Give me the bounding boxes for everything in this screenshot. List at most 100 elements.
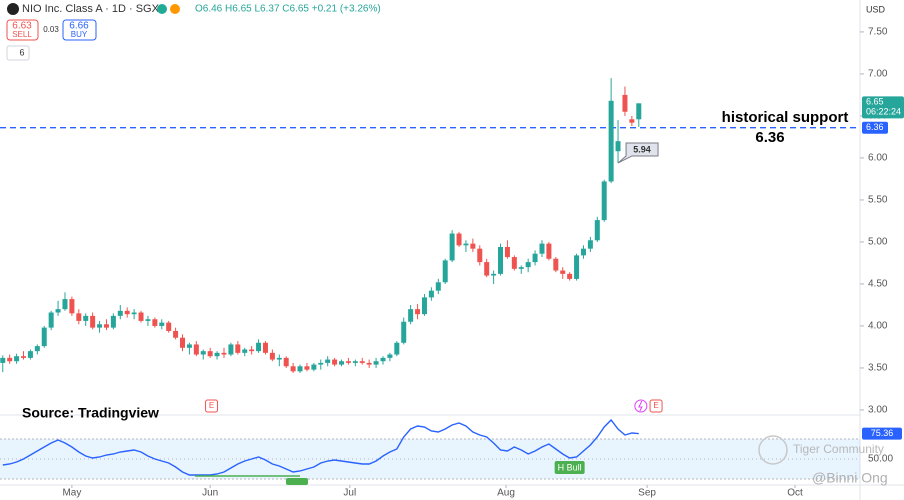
candle-body — [269, 352, 275, 360]
candle-body — [180, 337, 186, 348]
candle-body — [249, 349, 255, 352]
watermark: Tiger Community — [793, 442, 884, 456]
candle-body — [152, 319, 158, 326]
candle-body — [7, 357, 13, 362]
signal-badge-hidden — [286, 478, 308, 485]
candle-body — [456, 233, 462, 246]
candle-body — [21, 356, 27, 358]
candle-body — [532, 253, 538, 263]
indicator-last-label: 75.36 — [871, 428, 894, 438]
indicator-tick-label: 50.00 — [868, 454, 893, 465]
indicator-last-tag — [862, 427, 902, 440]
ohlc-text: O6.46 H6.65 L6.37 C6.65 +0.21 (+3.26%) — [195, 4, 381, 15]
candle-body — [325, 359, 331, 363]
candle-body — [574, 255, 580, 279]
candle-body — [332, 359, 338, 365]
candle-body — [421, 297, 427, 315]
candle-body — [580, 248, 586, 256]
low-callout — [617, 142, 659, 164]
candle-body — [283, 357, 289, 367]
candle-body — [103, 324, 109, 328]
last-price-tag — [862, 96, 904, 119]
candle-body — [14, 356, 20, 362]
candle-body — [214, 352, 220, 357]
spread: 0.03 — [43, 25, 59, 34]
watermark-logo — [758, 435, 788, 465]
candle-body — [491, 273, 497, 276]
buy-price[interactable]: 6.66 — [69, 21, 89, 32]
candle-body — [636, 103, 642, 120]
candle-body — [97, 324, 103, 328]
candle-body — [352, 361, 358, 363]
candle-body — [242, 349, 248, 353]
candle-body — [435, 282, 441, 291]
candle-body — [76, 313, 82, 321]
y-tick-label: 6.00 — [868, 153, 888, 164]
x-tick-label: Oct — [787, 488, 803, 499]
candle-body — [470, 243, 476, 249]
candle-body — [498, 246, 504, 274]
buy-button[interactable] — [62, 19, 97, 41]
candle-body — [428, 290, 434, 298]
candle-body — [449, 233, 455, 261]
y-tick-label: 3.00 — [868, 405, 888, 416]
candle-body — [124, 310, 130, 315]
indicator-toggle[interactable] — [6, 45, 30, 61]
candle-body — [297, 366, 303, 372]
candle-body — [560, 270, 566, 274]
candle-body — [339, 361, 345, 365]
split-marker — [634, 399, 648, 413]
candle-body — [345, 361, 351, 363]
symbol-logo — [7, 3, 19, 15]
candle-body — [539, 243, 545, 254]
dividend-dot — [170, 4, 180, 14]
author: @Binni Ong — [812, 470, 888, 486]
candle-body — [553, 258, 559, 271]
candle-body — [186, 344, 192, 348]
candle-body — [207, 351, 213, 357]
candle-body — [511, 257, 517, 269]
candle-body — [235, 344, 241, 353]
candle-body — [290, 366, 296, 372]
candle-body — [193, 344, 199, 355]
signal-badge — [554, 461, 585, 474]
y-tick-label: 7.50 — [868, 27, 888, 38]
candle-body — [504, 246, 510, 258]
sell-price[interactable]: 6.63 — [12, 21, 32, 32]
y-tick-label: 5.00 — [868, 237, 888, 248]
buy-label[interactable]: BUY — [71, 30, 88, 39]
sell-label[interactable]: SELL — [12, 30, 32, 39]
candle-body — [83, 315, 89, 321]
y-tick-label: 5.50 — [868, 195, 888, 206]
low-label: 5.94 — [633, 144, 651, 154]
candle-body — [622, 94, 628, 112]
x-tick-label: May — [62, 488, 81, 499]
candle-body — [394, 342, 400, 355]
y-tick-label: 7.00 — [868, 69, 888, 80]
candle-body — [166, 322, 172, 331]
candle-body — [359, 361, 365, 363]
y-tick-label: 3.50 — [868, 363, 888, 374]
candle-body — [311, 364, 317, 370]
candle-body — [262, 342, 268, 353]
sell-button[interactable] — [6, 19, 39, 41]
candle-body — [256, 342, 262, 352]
candle-body — [69, 299, 75, 314]
y-tick-label: 4.50 — [868, 279, 888, 290]
y-tick-label: 4.00 — [868, 321, 888, 332]
support-price-label: 6.36 — [866, 122, 884, 132]
candle-body — [546, 243, 552, 259]
candle-body — [401, 321, 407, 343]
candle-body — [62, 299, 68, 310]
candle-body — [138, 312, 144, 321]
candle-body — [221, 352, 227, 355]
candle-body — [484, 262, 490, 276]
support-price-tag — [862, 121, 888, 134]
indicator-count[interactable]: 6 — [19, 47, 24, 57]
candle-body — [200, 351, 206, 355]
candle-body — [304, 366, 310, 370]
support-annotation: historical support — [722, 109, 849, 126]
candle-body — [228, 344, 234, 355]
candle-body — [110, 315, 116, 328]
